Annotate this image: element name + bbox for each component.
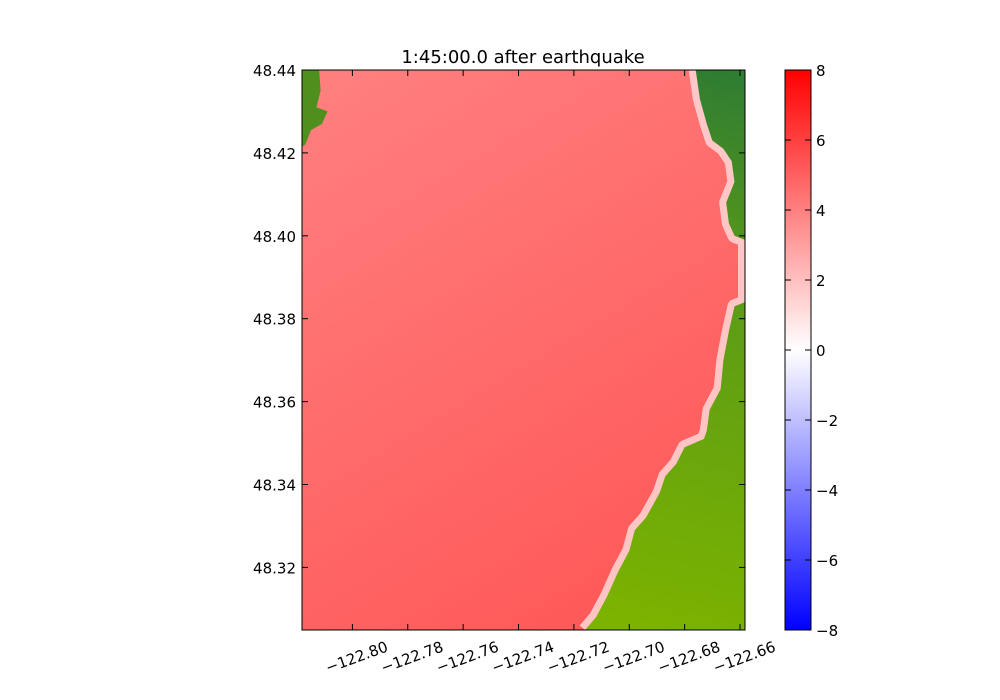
colorbar-tick-label: −4 [816, 482, 838, 500]
x-tick-label: −122.66 [711, 638, 778, 677]
land-west [302, 70, 328, 147]
plot-frame [301, 69, 746, 631]
land-east [585, 70, 745, 630]
y-axis: 48.32 48.34 48.36 48.38 48.40 48.42 48.44 [253, 62, 745, 577]
y-tick-label: 48.38 [253, 311, 296, 329]
colorbar-tick-label: −8 [816, 622, 838, 640]
colorbar-tick-label: 0 [816, 342, 826, 360]
colorbar: −8 −6 −4 −2 0 2 4 6 8 [784, 62, 838, 640]
x-tick-label: −122.70 [600, 638, 667, 677]
y-tick-label: 48.34 [253, 477, 296, 495]
y-tick-label: 48.36 [253, 394, 296, 412]
y-tick-label: 48.32 [253, 559, 296, 577]
y-tick-label: 48.40 [253, 228, 296, 246]
y-tick-label: 48.42 [253, 145, 296, 163]
chart-title: 1:45:00.0 after earthquake [401, 47, 644, 68]
y-tick-label: 48.44 [253, 62, 296, 80]
colorbar-tick-label: 4 [816, 202, 826, 220]
plot-area [302, 70, 745, 630]
colorbar-tick-label: −6 [816, 552, 838, 570]
colorbar-tick-label: 6 [816, 132, 826, 150]
x-tick-label: −122.74 [489, 638, 556, 677]
x-tick-label: −122.78 [378, 638, 445, 677]
x-tick-label: −122.72 [545, 638, 612, 677]
colorbar-tick-label: 8 [816, 62, 826, 80]
x-tick-label: −122.68 [655, 638, 722, 677]
colorbar-ticks: −8 −6 −4 −2 0 2 4 6 8 [785, 62, 838, 640]
colorbar-tick-label: −2 [816, 412, 838, 430]
x-tick-label: −122.80 [323, 638, 390, 677]
colorbar-tick-label: 2 [816, 272, 826, 290]
x-tick-label: −122.76 [434, 638, 501, 677]
